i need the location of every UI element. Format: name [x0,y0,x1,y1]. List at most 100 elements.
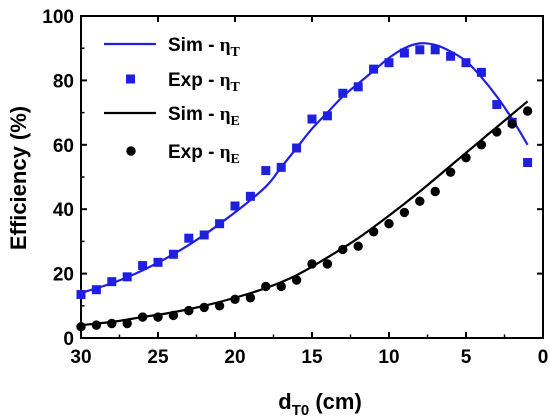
data-point [138,261,148,271]
legend-circle-swatch [126,146,136,156]
series-line [80,42,529,294]
x-tick-label: 15 [301,347,323,368]
legend-label-main: Exp - [168,142,220,163]
legend-label-greek: η [220,35,231,56]
data-point [492,127,502,137]
data-point [476,67,486,77]
data-point [492,100,502,110]
y-tick-label: 80 [53,71,74,92]
legend-entry-2: Sim - ηE [104,104,240,129]
series-3 [76,106,533,332]
legend-label-sub: E [231,152,240,167]
data-point [153,312,163,322]
data-point [91,285,101,295]
data-point [276,162,286,172]
legend-label: Exp - ηE [168,142,240,167]
data-point [292,143,302,153]
data-point [107,318,117,329]
data-point [415,196,425,206]
data-point [122,318,132,329]
legend-label-greek: η [220,104,231,125]
legend-label-sub: E [231,114,240,129]
legend-square-swatch [126,74,135,84]
y-tick-label: 60 [53,136,74,157]
y-tick-label: 100 [42,7,74,28]
plot-frame [80,15,544,339]
data-point [214,301,225,311]
data-point [461,152,471,163]
data-point [199,302,209,313]
data-point [338,244,348,255]
data-point [307,259,317,269]
data-point [369,64,379,74]
data-point [368,227,379,237]
data-point [415,45,425,55]
x-tick-label: 5 [461,347,472,368]
data-point [399,207,410,218]
data-point [168,249,178,259]
data-point [184,233,194,243]
series-0 [80,42,529,294]
data-point [230,294,240,305]
data-point [322,259,333,269]
legend-label-greek: η [220,142,231,163]
data-point [261,281,271,292]
data-point [384,58,394,68]
data-point [276,281,286,292]
legend-label-main: Sim - [168,104,220,125]
data-point [461,58,471,68]
y-tick-label: 0 [63,329,74,350]
legend-entry-3: Exp - ηE [126,142,240,167]
y-axis-ticks: 0 20 40 60 80 100 [42,7,543,350]
data-point [445,167,456,177]
data-point [261,166,271,176]
x-tick-label: 20 [224,347,245,368]
data-point [168,310,179,321]
x-tick-label: 10 [378,347,399,368]
x-tick-label: 0 [538,347,549,368]
data-point [122,272,132,282]
data-point [107,277,117,287]
plot-border [80,15,544,339]
data-point [446,51,456,61]
data-point [76,290,86,300]
data-point [153,257,163,267]
data-point [430,45,440,55]
x-axis-title-unit: (cm) [309,389,362,414]
x-axis-title: dT0 (cm) [278,389,362,419]
legend-label: Sim - ηT [168,35,241,60]
data-point [522,106,533,116]
x-tick-label: 25 [147,347,169,368]
data-point [338,88,348,98]
x-axis-title-sub: T0 [292,402,310,419]
data-point [476,140,487,150]
data-point [215,219,225,229]
x-tick-label: 30 [70,347,91,368]
data-point [507,119,517,129]
data-point [199,230,209,240]
series-2 [80,100,529,327]
data-point [230,201,240,211]
data-point [384,218,394,229]
legend-label-greek: η [220,70,231,91]
legend-label-main: Exp - [168,70,220,91]
y-axis-title: Efficiency (%) [6,106,31,250]
data-point [245,293,256,303]
x-axis-ticks: 30 25 20 15 10 5 0 [70,16,548,368]
x-axis-title-main: d [278,389,291,414]
data-point [399,48,409,58]
data-point [430,186,440,197]
legend-entry-0: Sim - ηT [104,35,241,60]
legend-label: Sim - ηE [168,104,240,129]
legend-label-main: Sim - [168,35,220,56]
series-layer [76,42,533,332]
legend-label: Exp - ηT [168,70,241,95]
data-point [322,111,332,121]
series-line [80,100,529,327]
data-point [523,158,533,168]
legend-label-sub: T [231,80,241,95]
data-point [91,320,102,330]
data-point [353,82,363,92]
